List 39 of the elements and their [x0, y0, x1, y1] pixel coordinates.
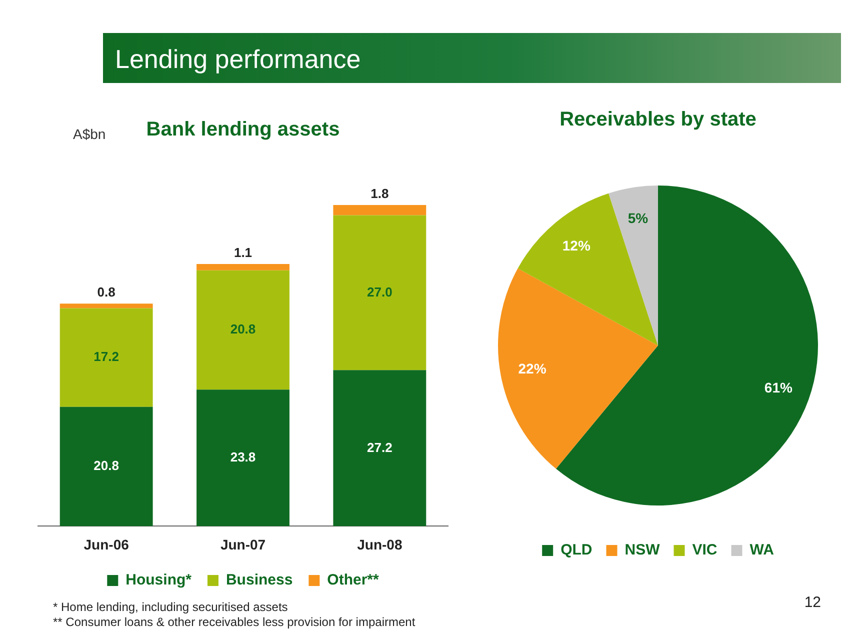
text: * Home lending, including securitised assets: [53, 600, 288, 614]
bar: [333, 370, 426, 526]
legend-label: VIC: [692, 542, 718, 559]
data-label: 20.8: [230, 322, 256, 337]
bar: [60, 308, 153, 407]
text: ** Consumer loans & other receivables less provision for impairment: [53, 615, 416, 629]
data-label: 22%: [518, 360, 547, 376]
data-label: 1.1: [234, 245, 252, 260]
x-tick-label: Jun-08: [357, 536, 402, 552]
bar: [196, 270, 290, 390]
data-label: 61%: [764, 380, 793, 396]
legend-label: Housing*: [126, 572, 192, 589]
data-label: 12%: [562, 238, 591, 254]
x-tick-label: Jun-06: [84, 536, 130, 552]
bar: [196, 390, 290, 526]
data-label: 20.8: [94, 458, 119, 474]
data-label: 5%: [628, 210, 649, 226]
data-label: 0.8: [97, 284, 116, 300]
text: Lending performance: [115, 44, 361, 75]
data-label: 17.2: [94, 349, 119, 364]
data-label: 27.2: [367, 440, 392, 455]
bar: [333, 204, 426, 216]
data-label: 1.8: [370, 186, 389, 202]
bar: [333, 215, 426, 370]
text: 12: [804, 594, 821, 611]
chart-title: Receivables by state: [560, 108, 756, 131]
bar: [60, 304, 153, 308]
legend-label: WA: [750, 542, 774, 559]
legend-label: NSW: [624, 542, 661, 559]
data-label: 23.8: [230, 450, 256, 465]
y-axis-title: A$bn: [73, 126, 106, 142]
bar: [196, 264, 290, 270]
x-tick-label: Jun-07: [220, 536, 266, 552]
legend-label: QLD: [560, 542, 592, 559]
chart-title: Bank lending assets: [146, 118, 340, 141]
data-label: 27.0: [367, 284, 392, 300]
legend-label: Business: [226, 572, 293, 589]
bar: [60, 406, 153, 526]
legend-label: Other**: [327, 572, 380, 589]
